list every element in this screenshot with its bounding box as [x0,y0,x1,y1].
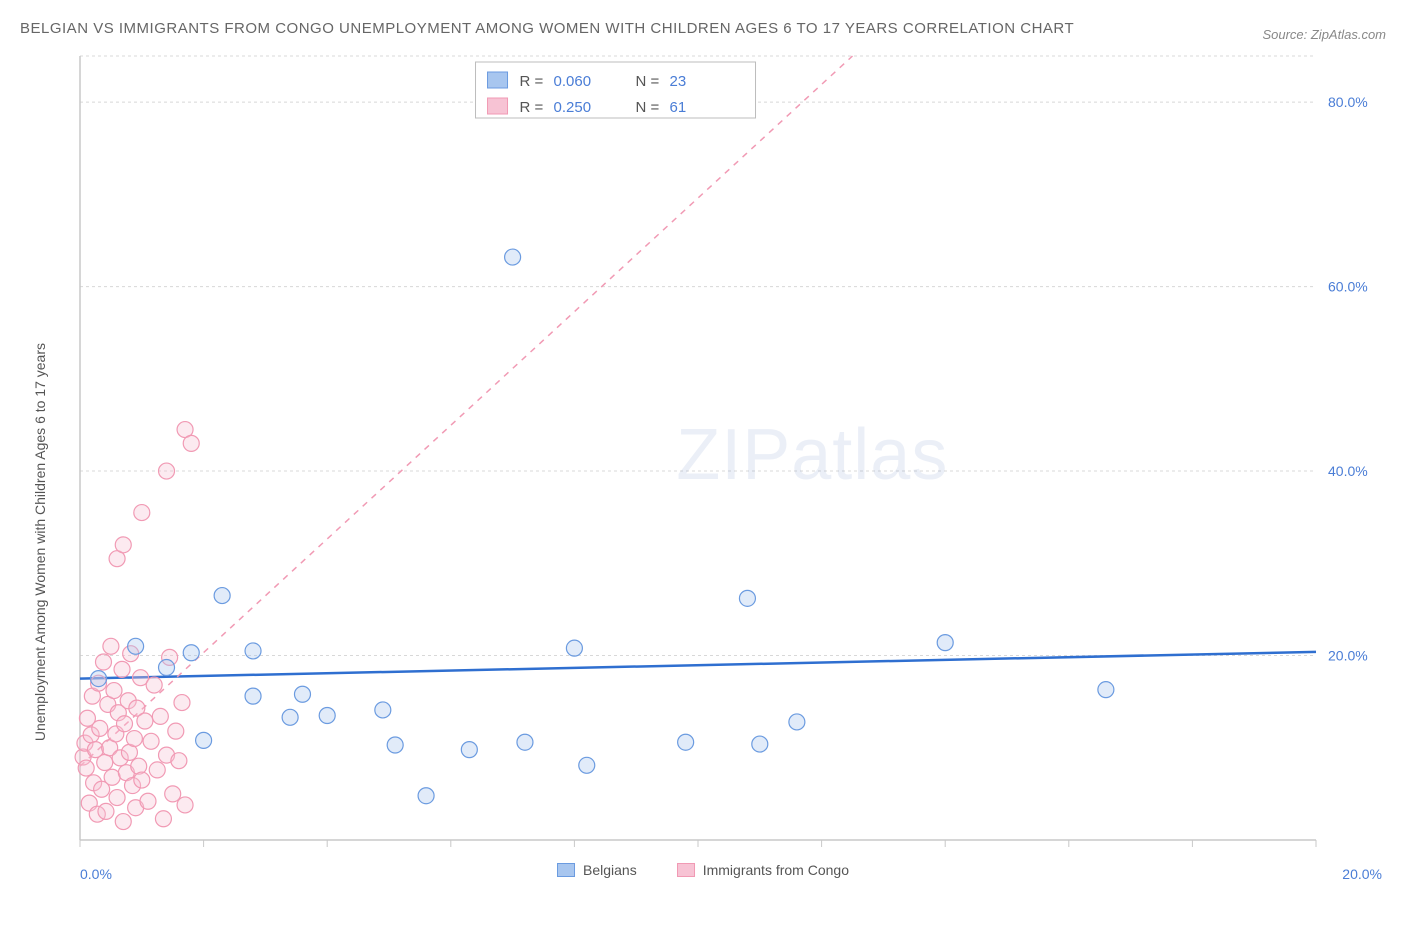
data-point [375,702,391,718]
data-point [183,435,199,451]
data-point [92,720,108,736]
stat-box [476,62,756,118]
data-point [149,762,165,778]
data-point [155,811,171,827]
stat-R-value: 0.250 [554,99,592,116]
data-point [143,733,159,749]
y-tick-label: 60.0% [1328,279,1368,295]
data-point [114,661,130,677]
data-point [115,537,131,553]
data-point [137,713,153,729]
legend: Belgians Immigrants from Congo [557,862,849,878]
x-axis-footer: 0.0% Belgians Immigrants from Congo 20.0% [20,860,1386,890]
legend-label: Immigrants from Congo [703,862,849,878]
data-point [214,588,230,604]
chart-title: BELGIAN VS IMMIGRANTS FROM CONGO UNEMPLO… [20,15,1074,42]
data-point [789,714,805,730]
data-point [196,732,212,748]
data-point [97,755,113,771]
data-point [245,688,261,704]
data-point [505,249,521,265]
data-point [109,790,125,806]
y-tick-label: 80.0% [1328,94,1368,110]
stat-R-label: R = [520,73,544,90]
stat-R-label: R = [520,99,544,116]
x-end-label: 20.0% [1342,866,1382,882]
data-point [115,814,131,830]
data-point [566,640,582,656]
data-point [165,786,181,802]
data-point [91,671,107,687]
data-point [126,731,142,747]
data-point [95,654,111,670]
data-point [183,645,199,661]
y-axis-label: Unemployment Among Women with Children A… [32,343,48,741]
scatter-chart: 20.0% 40.0% 60.0% 80.0% Unemployment Among W… [20,50,1386,860]
x-start-label: 0.0% [80,866,112,882]
source-label: Source: ZipAtlas.com [1262,27,1386,42]
data-point [168,723,184,739]
data-point [106,683,122,699]
data-point [159,463,175,479]
data-point [128,638,144,654]
data-point [171,753,187,769]
data-point [579,757,595,773]
legend-label: Belgians [583,862,637,878]
chart-container: ZIPatlas 20.0%40.0%60.0%80.0%Unemploymen… [20,50,1386,860]
data-point [134,772,150,788]
y-tick-label: 20.0% [1328,648,1368,664]
legend-swatch [677,863,695,877]
stat-N-value: 23 [670,73,687,90]
data-point [103,638,119,654]
data-point [387,737,403,753]
data-point [131,758,147,774]
data-point [752,736,768,752]
data-point [418,788,434,804]
stat-swatch [488,72,508,88]
data-point [140,793,156,809]
data-point [678,734,694,750]
data-point [245,643,261,659]
legend-item: Immigrants from Congo [677,862,849,878]
legend-swatch [557,863,575,877]
data-point [1098,682,1114,698]
data-point [146,677,162,693]
data-point [461,742,477,758]
data-point [174,695,190,711]
legend-item: Belgians [557,862,637,878]
data-point [116,716,132,732]
data-point [739,590,755,606]
data-point [78,760,94,776]
data-point [282,709,298,725]
stat-N-label: N = [636,99,660,116]
data-point [294,686,310,702]
stat-R-value: 0.060 [554,73,592,90]
data-point [98,803,114,819]
data-point [104,769,120,785]
data-point [134,505,150,521]
stat-N-value: 61 [670,99,687,116]
stat-N-label: N = [636,73,660,90]
stat-swatch [488,98,508,114]
y-tick-label: 40.0% [1328,463,1368,479]
data-point [152,708,168,724]
data-point [319,707,335,723]
data-point [159,660,175,676]
data-point [517,734,533,750]
data-point [177,797,193,813]
data-point [937,635,953,651]
